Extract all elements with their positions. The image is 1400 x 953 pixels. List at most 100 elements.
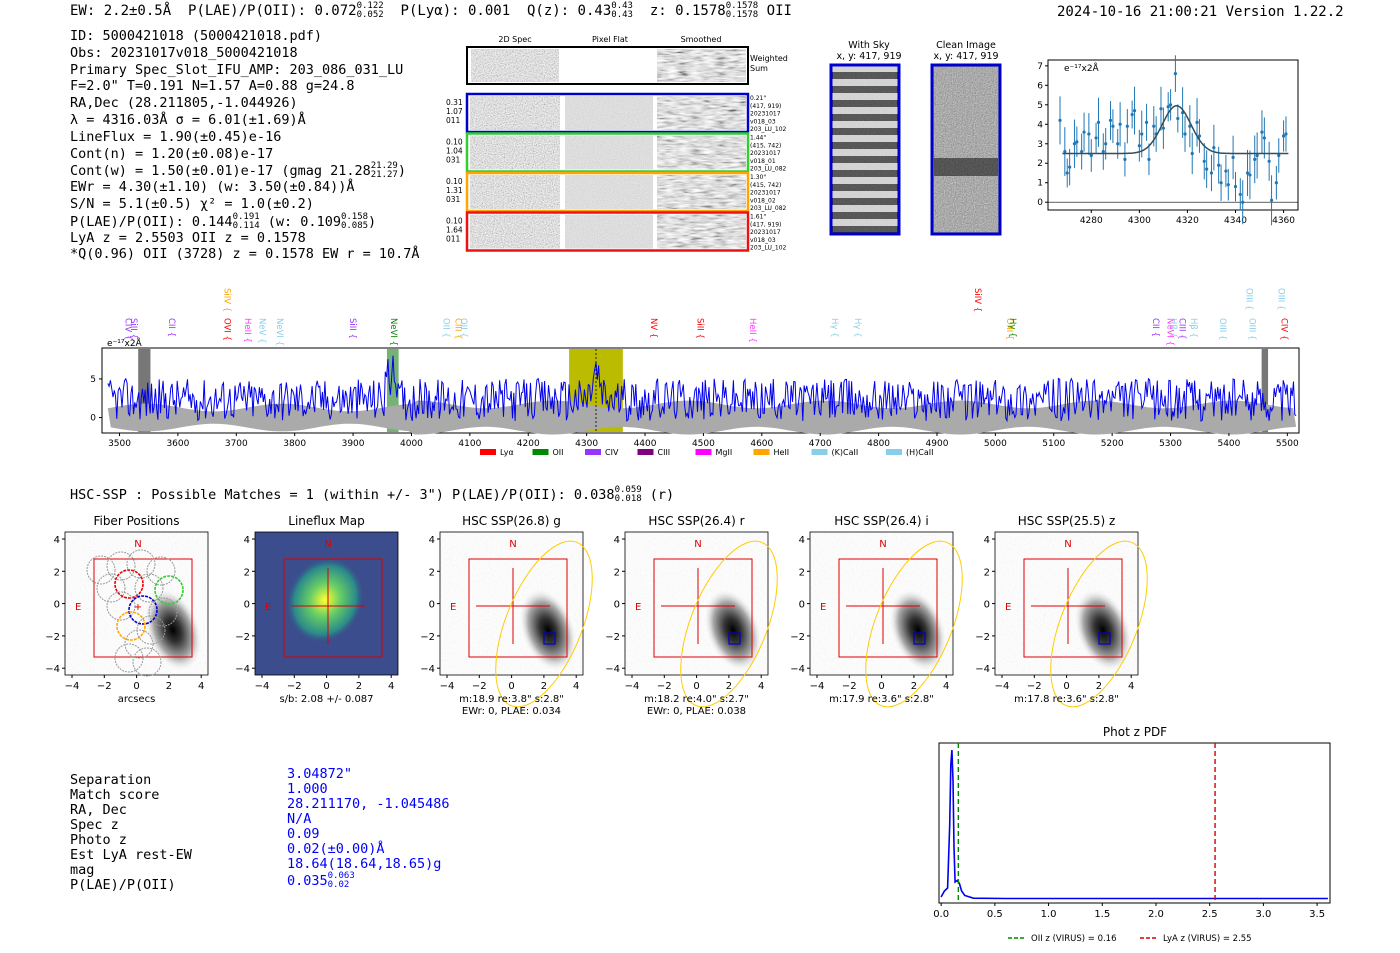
line-fit-plot: e⁻¹⁷x2Å 0 1 2 3 4 5 6 7 4280 4300 4320 4340 4360 [1037, 55, 1299, 226]
thumbnail-caption: s/b: 2.08 +/- 0.087 [279, 694, 373, 705]
spectrum-legend-swatch [532, 449, 549, 455]
fit-data-point [1233, 185, 1238, 189]
fit-data-point [1202, 159, 1206, 163]
compass-north: N [1064, 539, 1071, 550]
thumb-ytick-label: 0 [244, 600, 250, 611]
spectrum-legend-swatch [480, 449, 496, 455]
spectrum-xtick-label: 3900 [342, 439, 365, 449]
weighted-label-1: Weighted [750, 54, 788, 63]
info-ewr: EWr = 4.30(±1.10) (w: 3.50(±0.84))Å [70, 179, 355, 196]
cutout-row-left-label: 1.31 [446, 186, 463, 195]
cutout-row-right-label: v018_02 [750, 197, 776, 204]
cutout-row-right-label: v018_01 [750, 158, 776, 165]
fit-data-point [1269, 198, 1274, 202]
cutout-row-right-label: 203_LU_102 [750, 126, 787, 133]
emission-line-label: OIII { [1246, 318, 1256, 340]
cutout-row-right-label: (417, 919) [750, 221, 781, 228]
emission-line-label: Hβ { [1168, 318, 1178, 338]
header-q-hi: 0.43 [611, 1, 633, 11]
info-plae-w-hi: 0.158 [340, 211, 369, 222]
fit-data-point [1118, 122, 1122, 126]
spectrum-xtick-label: 4500 [692, 439, 715, 449]
fit-data-point [1248, 173, 1252, 177]
spectrum-legend-swatch [585, 449, 601, 455]
spectrum-legend-swatch [753, 449, 770, 455]
thumb-ytick-label: 0 [799, 600, 805, 611]
fiber-circle [154, 575, 184, 605]
clean-image [934, 67, 998, 232]
spectrum-xticks: 3500 3600 3700 3800 3900 4000 4100 4200 4300 4400… [108, 433, 1299, 449]
photz-xtick-label: 0.5 [987, 909, 1003, 920]
thumb-xtick-label: 0 [1063, 681, 1069, 692]
thumb-xtick-label: 2 [541, 681, 547, 692]
full-spectrum-plot: SiII {CIV {CII {SiIV {OVI {HeII {NeV {Ne… [90, 288, 1300, 457]
with-sky-title: With Sky [848, 40, 890, 51]
fit-ytick-label: 0 [1037, 198, 1043, 208]
thumb-xtick-label: 2 [1096, 681, 1102, 692]
spectrum-legend-label: CIII [658, 448, 671, 457]
thumbnail-panel: HSC SSP(26.8) g N E −4 4 −2 2 0 0 2 −2 4 −4 m:18.9 re… [420, 514, 593, 717]
weighted-label-2: Sum [750, 64, 768, 73]
compass-east: E [635, 602, 641, 613]
aperture-box [653, 558, 753, 658]
thumb-xtick-label: −2 [1027, 681, 1042, 692]
thumb-xtick-label: 2 [166, 681, 172, 692]
compass-north: N [694, 539, 701, 550]
galaxy-ellipse [680, 540, 778, 708]
thumbnail-galaxy [144, 589, 202, 671]
fit-plot-frame [1047, 59, 1299, 211]
emission-line-label: Hγ { [829, 318, 839, 338]
header-q: Q(z): 0.43 [526, 3, 612, 19]
emission-line-label: OVI { [222, 318, 232, 341]
spectrum-xtick-label: 5200 [1101, 439, 1124, 449]
label-plae: P(LAE)/P(OII) [70, 877, 176, 893]
header-summary: EW: 2.2±0.5Å P(LAE)/P(OII): 0.072 0.122 0.… [70, 2, 792, 20]
spectrum-xtick-label: 5300 [1159, 439, 1182, 449]
thumb-xtick-label: 0 [508, 681, 514, 692]
fit-points [1058, 55, 1288, 226]
header-plae-lo: 0.052 [356, 10, 384, 20]
thumb-xtick-label: −2 [657, 681, 672, 692]
value-plae-lo: 0.02 [327, 880, 350, 890]
cutout-row-right-label: (415, 742) [750, 142, 781, 149]
thumb-xtick-label: −2 [287, 681, 302, 692]
spectrum-legend: Lyα OII CIV CIII MgII HeII (K)CaII (H)CaII [480, 448, 933, 457]
cutout-row-right-label: 20231017 [750, 150, 781, 157]
spectrum-xtick-label: 5400 [1217, 439, 1240, 449]
cutout-row-left-label: 0.31 [446, 98, 463, 107]
fit-ytick-label: 4 [1037, 120, 1043, 130]
match-marker [543, 632, 556, 645]
emission-line-label: CIII { [1176, 318, 1186, 340]
cutout-row-right-label: 203_LU_082 [750, 166, 787, 173]
label-spec-z: Spec z [70, 817, 119, 833]
photz-xticks: 0.0 0.5 1.0 1.5 2.0 2.5 3.0 3.5 [933, 903, 1325, 920]
spectrum-xtick-label: 4100 [458, 439, 481, 449]
thumb-xtick-label: 4 [943, 681, 949, 692]
emission-line-label: OIII { [1217, 318, 1227, 340]
cutout-row-smoothed [657, 214, 746, 249]
spectrum-noise-band [107, 400, 1297, 435]
thumb-ytick-label: −4 [790, 664, 805, 675]
thumb-xtick-label: 4 [198, 681, 204, 692]
fiber-circle [106, 591, 136, 621]
thumb-xtick-label: 0 [693, 681, 699, 692]
label-photo-z: Photo z [70, 832, 127, 848]
photz-frame [938, 742, 1331, 904]
info-sn: S/N = 5.1(±0.5) χ² = 1.0(±0.2) [70, 195, 314, 212]
info-contw-lo: 21.27 [370, 170, 398, 181]
cutout-row-2dspec [470, 214, 560, 249]
info-plae-w-lo: 0.085 [340, 220, 369, 231]
emission-line-label: HeII { [242, 318, 252, 343]
thumb-xtick-label: 2 [356, 681, 362, 692]
thumb-xtick-label: 0 [878, 681, 884, 692]
thumbnail-caption: m:18.9 re:3.8" s:2.8" [459, 694, 564, 705]
hsc-band: (r) [649, 487, 675, 503]
compass-east: E [450, 602, 456, 613]
fit-data-point [1224, 169, 1228, 173]
emission-line-label: OIII { [1243, 288, 1253, 310]
emission-line-label: NeVI { [1165, 318, 1175, 346]
thumb-ytick-label: −2 [235, 632, 250, 643]
thumbnail-galaxy [519, 589, 577, 671]
thumb-ytick-label: −4 [235, 664, 250, 675]
spectrum-ytick-label: 5 [90, 375, 96, 385]
